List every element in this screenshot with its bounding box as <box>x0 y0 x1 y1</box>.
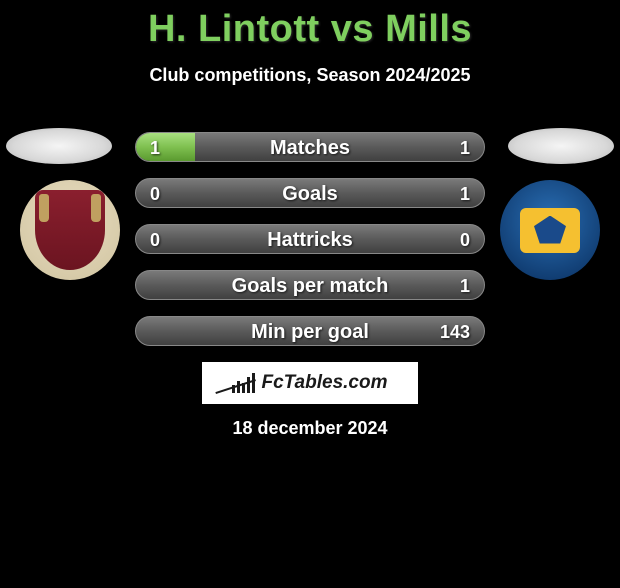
snapshot-date: 18 december 2024 <box>0 418 620 439</box>
stat-row: Matches1 1 <box>135 132 485 162</box>
fctables-logo: FcTables.com <box>202 362 418 404</box>
player-avatar-right <box>508 128 614 164</box>
stats-list: Matches11Goals01Hattricks00Goals per mat… <box>135 132 485 362</box>
stat-row: Goals per match1 <box>135 270 485 300</box>
page-subtitle: Club competitions, Season 2024/2025 <box>0 65 620 86</box>
stat-label: Goals <box>136 179 484 208</box>
stat-value-right: 143 <box>426 317 484 346</box>
page-title: H. Lintott vs Mills <box>0 8 620 51</box>
shield-icon <box>35 190 105 270</box>
logo-text: FcTables.com <box>261 372 387 394</box>
stat-value-right: 1 <box>446 179 484 208</box>
bar-chart-icon <box>232 373 255 393</box>
stat-value-left: 0 <box>136 179 174 208</box>
stat-value-right: 1 <box>446 133 484 162</box>
club-badge-right <box>500 180 600 280</box>
stat-label: Goals per match <box>136 271 484 300</box>
player-avatar-left <box>6 128 112 164</box>
stat-row: Min per goal143 <box>135 316 485 346</box>
stat-value-right: 0 <box>446 225 484 254</box>
stat-value-left: 1 <box>136 133 174 162</box>
stat-value-right: 1 <box>446 271 484 300</box>
club-badge-left <box>20 180 120 280</box>
shield-icon <box>520 208 580 253</box>
stat-label: Matches <box>136 133 484 162</box>
stat-label: Hattricks <box>136 225 484 254</box>
stat-value-left: 0 <box>136 225 174 254</box>
stat-row: Goals0 1 <box>135 178 485 208</box>
stat-row: Hattricks0 0 <box>135 224 485 254</box>
